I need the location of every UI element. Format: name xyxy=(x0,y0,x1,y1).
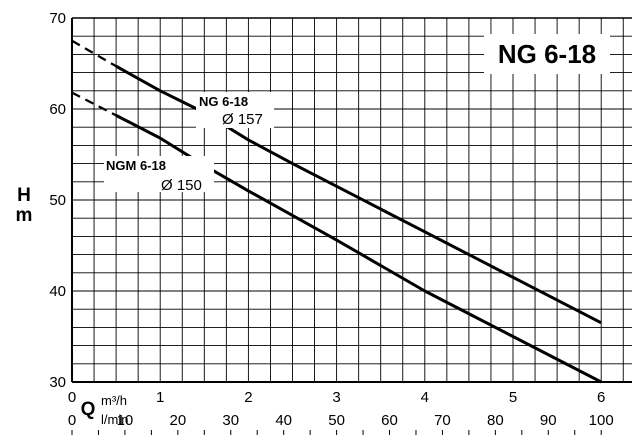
x-tick-label-lmin: 50 xyxy=(328,412,345,429)
y-axis-label: H xyxy=(17,185,31,206)
series-label-ng-6-18: NG 6-18 xyxy=(199,94,248,109)
x-tick-label-lmin: 90 xyxy=(540,412,557,429)
series-annotation-ngm-6-18: Ø 150 xyxy=(161,177,202,194)
x-axis-unit-primary: m³/h xyxy=(101,393,127,408)
series-label-ngm-6-18: NGM 6-18 xyxy=(106,158,166,173)
y-tick-label: 60 xyxy=(49,101,66,118)
x-tick-label-lmin: 10 xyxy=(117,412,134,429)
x-tick-label-m3h: 1 xyxy=(156,389,164,406)
series-annotation-ng-6-18: Ø 157 xyxy=(222,111,263,128)
x-tick-label-lmin: 80 xyxy=(487,412,504,429)
x-axis-unit-secondary: l/min xyxy=(101,412,128,427)
x-tick-label-m3h: 3 xyxy=(332,389,340,406)
x-tick-label-m3h: 6 xyxy=(597,389,605,406)
ng-label-bg xyxy=(196,92,274,128)
x-tick-label-lmin: 70 xyxy=(434,412,451,429)
x-tick-label-lmin: 60 xyxy=(381,412,398,429)
y-tick-label: 30 xyxy=(49,374,66,391)
x-tick-label-lmin: 30 xyxy=(222,412,239,429)
y-tick-label: 50 xyxy=(49,192,66,209)
title-box xyxy=(484,34,610,74)
x-tick-label-m3h: 4 xyxy=(421,389,429,406)
x-tick-label-lmin: 100 xyxy=(589,412,614,429)
ngm-label-bg xyxy=(104,156,214,192)
y-axis-unit: m xyxy=(16,205,33,226)
x-tick-label-m3h: 2 xyxy=(244,389,252,406)
plot-frame xyxy=(71,17,632,435)
x-tick-label-m3h: 0 xyxy=(68,389,76,406)
x-tick-label-lmin: 0 xyxy=(68,412,76,429)
series-1-dashed-extension xyxy=(71,91,117,117)
y-tick-label: 40 xyxy=(49,283,66,300)
x-tick-label-lmin: 20 xyxy=(169,412,186,429)
x-tick-label-lmin: 40 xyxy=(275,412,292,429)
chart-title: NG 6-18 xyxy=(498,39,596,69)
series-0-dashed-extension xyxy=(71,39,117,68)
x-tick-label-m3h: 5 xyxy=(509,389,517,406)
x-axis-label: Q xyxy=(81,399,96,420)
y-tick-label: 70 xyxy=(49,10,66,27)
